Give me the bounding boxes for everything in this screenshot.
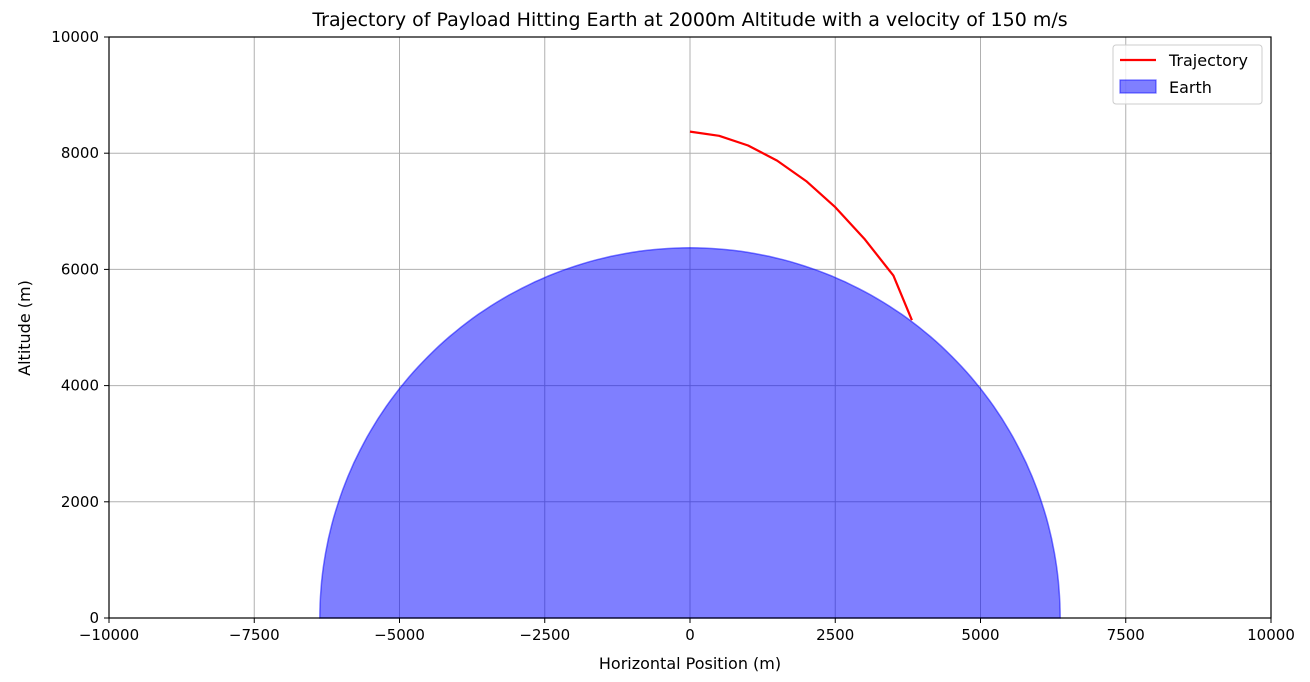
x-axis-ticks: −10000 −7500 −5000 −2500 0 2500 5000 7500 10000 xyxy=(79,618,1295,644)
trajectory-line xyxy=(689,130,913,321)
x-tick-label-0: −10000 xyxy=(79,626,139,644)
y-tick-label-5: 10000 xyxy=(51,28,99,46)
earth-area-layer xyxy=(319,247,1061,619)
y-tick-label-4: 8000 xyxy=(61,144,99,162)
x-tick-label-6: 5000 xyxy=(961,626,999,644)
earth-area xyxy=(319,247,1061,619)
chart-title: Trajectory of Payload Hitting Earth at 2… xyxy=(311,9,1067,31)
x-tick-label-1: −7500 xyxy=(229,626,280,644)
legend-earth-swatch xyxy=(1119,79,1157,94)
legend: Trajectory Earth xyxy=(1112,44,1263,105)
y-axis-label: Altitude (m) xyxy=(15,280,34,376)
x-tick-label-7: 7500 xyxy=(1107,626,1145,644)
y-tick-label-2: 4000 xyxy=(61,377,99,395)
y-tick-label-3: 6000 xyxy=(61,260,99,278)
x-tick-label-2: −5000 xyxy=(374,626,425,644)
trajectory-line-layer xyxy=(689,130,913,321)
legend-earth-label: Earth xyxy=(1169,78,1212,97)
x-tick-label-3: −2500 xyxy=(519,626,570,644)
legend-trajectory-label: Trajectory xyxy=(1168,51,1248,70)
x-tick-label-8: 10000 xyxy=(1247,626,1295,644)
y-axis-ticks: 0 2000 4000 6000 8000 10000 xyxy=(51,28,109,627)
x-tick-label-4: 0 xyxy=(685,626,695,644)
x-axis-label: Horizontal Position (m) xyxy=(599,654,781,673)
x-tick-label-5: 2500 xyxy=(816,626,854,644)
y-tick-label-0: 0 xyxy=(89,609,99,627)
y-tick-label-1: 2000 xyxy=(61,493,99,511)
